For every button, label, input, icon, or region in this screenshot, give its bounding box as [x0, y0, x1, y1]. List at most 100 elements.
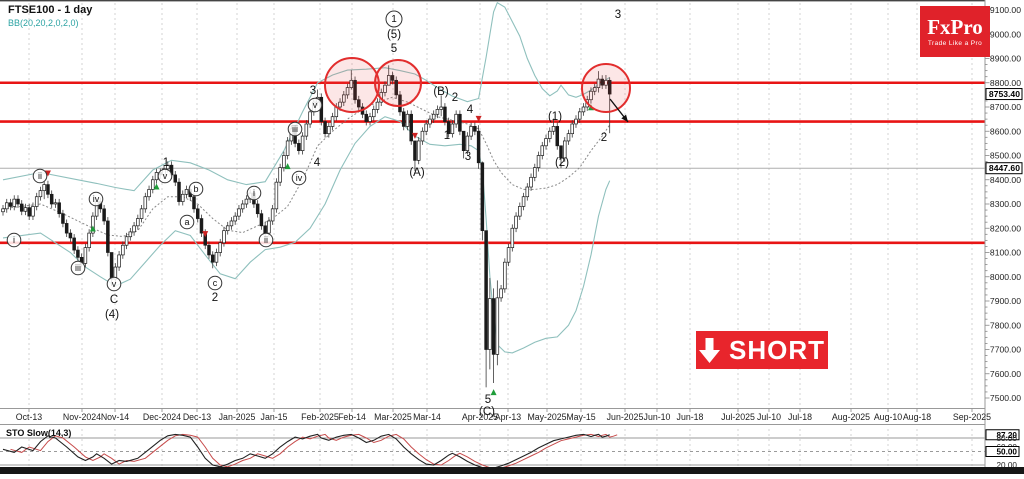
- short-signal-label: SHORT: [729, 334, 825, 365]
- fxpro-logo: FxPro Trade Like a Pro: [920, 6, 990, 57]
- bollinger-bands: [2, 1, 611, 354]
- date-axis[interactable]: Oct-13 Nov-2024 Nov-14 Dec-2024 Dec-13 Jan-20…: [16, 408, 991, 423]
- svg-text:v: v: [163, 171, 168, 181]
- svg-text:3: 3: [465, 151, 471, 163]
- svg-text:Jul-18: Jul-18: [788, 412, 812, 422]
- svg-text:8500.00: 8500.00: [990, 151, 1021, 161]
- price-axis[interactable]: 9100.00 9000.00 8900.00 8800.00 8700.00 8600.…: [984, 0, 1024, 467]
- svg-text:2: 2: [601, 132, 607, 144]
- svg-text:Jun-10: Jun-10: [644, 412, 671, 422]
- svg-text:May-15: May-15: [566, 412, 595, 422]
- svg-text:7500.00: 7500.00: [990, 393, 1021, 403]
- svg-text:2: 2: [212, 292, 218, 304]
- svg-text:Apr-13: Apr-13: [495, 412, 522, 422]
- symbol-title: FTSE100 - 1 day: [8, 4, 93, 16]
- svg-text:Jun-18: Jun-18: [677, 412, 704, 422]
- svg-text:Jun-2025: Jun-2025: [607, 412, 644, 422]
- date-axis-strip: [0, 408, 1024, 425]
- svg-text:3: 3: [310, 85, 316, 97]
- level-lines: [0, 81, 985, 245]
- svg-text:Nov-14: Nov-14: [101, 412, 129, 422]
- svg-text:Feb-2025: Feb-2025: [301, 412, 339, 422]
- svg-text:2: 2: [452, 92, 458, 104]
- svg-text:Jul-2025: Jul-2025: [721, 412, 755, 422]
- svg-text:8300.00: 8300.00: [990, 199, 1021, 209]
- svg-text:8800.00: 8800.00: [990, 78, 1021, 88]
- svg-text:Dec-13: Dec-13: [183, 412, 211, 422]
- svg-text:May-2025: May-2025: [527, 412, 566, 422]
- svg-text:8753.40: 8753.40: [989, 89, 1020, 99]
- highlight-circles: [324, 57, 631, 113]
- svg-text:8447.60: 8447.60: [989, 163, 1020, 173]
- trade-signal-arrows: [44, 104, 594, 396]
- svg-text:8100.00: 8100.00: [990, 248, 1021, 258]
- svg-text:7600.00: 7600.00: [990, 369, 1021, 379]
- svg-text:7800.00: 7800.00: [990, 320, 1021, 330]
- svg-text:8600.00: 8600.00: [990, 126, 1021, 136]
- svg-text:(A): (A): [409, 167, 425, 179]
- svg-text:b: b: [193, 184, 198, 194]
- svg-text:5: 5: [485, 394, 491, 406]
- svg-text:Aug-10: Aug-10: [874, 412, 902, 422]
- svg-text:(1): (1): [548, 111, 562, 123]
- gridlines: [28, 3, 973, 466]
- svg-text:Jan-15: Jan-15: [261, 412, 288, 422]
- svg-text:iii: iii: [75, 263, 81, 273]
- svg-text:8400.00: 8400.00: [990, 175, 1021, 185]
- svg-text:7700.00: 7700.00: [990, 345, 1021, 355]
- svg-text:Sep-2025: Sep-2025: [953, 412, 991, 422]
- window-top-border: [0, 0, 1024, 2]
- svg-text:(4): (4): [105, 309, 119, 321]
- svg-text:Jul-10: Jul-10: [757, 412, 781, 422]
- svg-text:80.00: 80.00: [997, 434, 1018, 443]
- svg-text:1: 1: [163, 157, 169, 169]
- svg-text:50.00: 50.00: [997, 448, 1018, 457]
- svg-text:iv: iv: [296, 173, 303, 183]
- svg-text:iii: iii: [292, 124, 298, 134]
- svg-text:a: a: [184, 217, 189, 227]
- fxpro-tagline-text: Trade Like a Pro: [927, 40, 983, 47]
- svg-text:iv: iv: [93, 194, 100, 204]
- svg-text:Oct-13: Oct-13: [16, 412, 43, 422]
- svg-text:1: 1: [391, 14, 397, 25]
- svg-text:Jan-2025: Jan-2025: [219, 412, 256, 422]
- svg-text:v: v: [112, 279, 117, 289]
- svg-text:v: v: [313, 100, 318, 110]
- projection-arrow: [609, 98, 629, 123]
- svg-text:8700.00: 8700.00: [990, 102, 1021, 112]
- svg-text:C: C: [110, 294, 118, 306]
- svg-text:8000.00: 8000.00: [990, 272, 1021, 282]
- svg-text:9000.00: 9000.00: [990, 29, 1021, 39]
- svg-text:20.00: 20.00: [997, 461, 1018, 470]
- svg-text:Mar-2025: Mar-2025: [374, 412, 412, 422]
- svg-text:Aug-2025: Aug-2025: [832, 412, 870, 422]
- svg-text:9100.00: 9100.00: [990, 5, 1021, 15]
- thick-down-arrow-icon: [699, 337, 720, 363]
- svg-text:(5): (5): [387, 29, 401, 41]
- svg-text:(2): (2): [555, 157, 569, 169]
- svg-text:5: 5: [391, 43, 397, 55]
- svg-text:i: i: [253, 188, 255, 198]
- svg-text:8900.00: 8900.00: [990, 54, 1021, 64]
- svg-text:Nov-2024: Nov-2024: [63, 412, 101, 422]
- svg-text:8200.00: 8200.00: [990, 223, 1021, 233]
- stochastic-indicator-label: STO Slow(14,3): [6, 428, 72, 438]
- svg-text:1: 1: [444, 130, 450, 142]
- svg-text:87.20: 87.20: [997, 431, 1018, 440]
- svg-text:7900.00: 7900.00: [990, 296, 1021, 306]
- svg-text:4: 4: [467, 104, 474, 116]
- svg-text:Feb-14: Feb-14: [338, 412, 366, 422]
- svg-text:ii: ii: [38, 171, 42, 181]
- svg-text:(B): (B): [433, 86, 449, 98]
- svg-text:3: 3: [615, 9, 621, 21]
- svg-text:i: i: [13, 235, 15, 245]
- short-signal-badge: SHORT: [696, 331, 828, 369]
- svg-text:(C): (C): [479, 406, 495, 418]
- svg-text:Dec-2024: Dec-2024: [143, 412, 181, 422]
- svg-text:ii: ii: [264, 235, 268, 245]
- fxpro-brand-text: FxPro: [927, 15, 983, 39]
